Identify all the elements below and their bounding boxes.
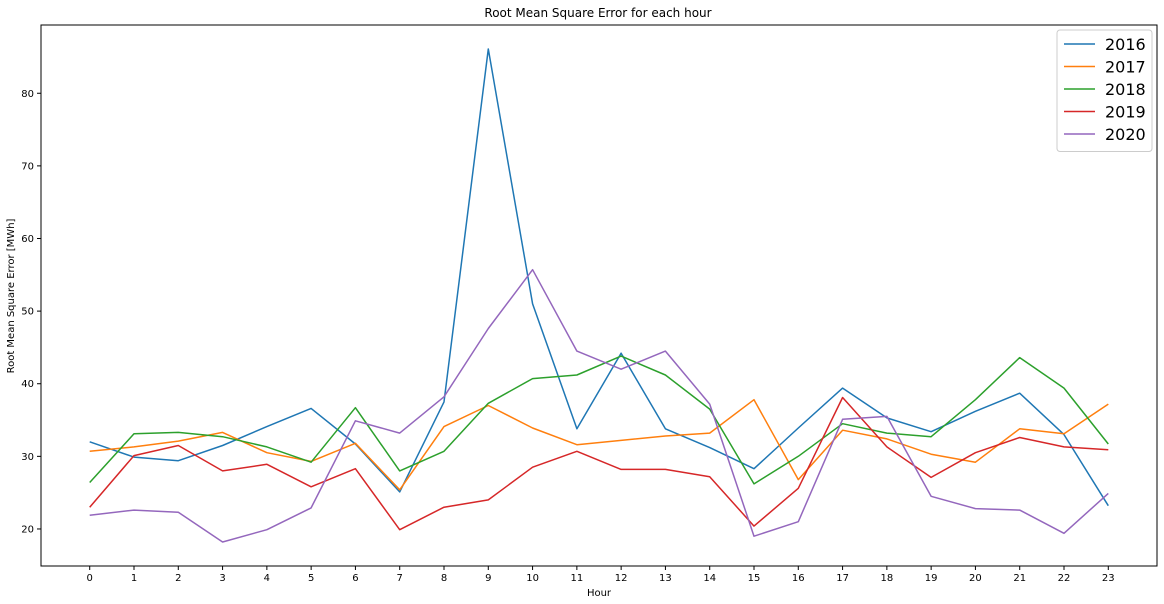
x-tick-label: 3	[219, 573, 225, 584]
x-tick-label: 15	[748, 573, 761, 584]
x-tick-label: 7	[397, 573, 403, 584]
y-tick-label: 40	[21, 379, 34, 390]
x-tick-label: 4	[264, 573, 270, 584]
legend-label-2017: 2017	[1105, 58, 1146, 77]
y-tick-label: 70	[21, 161, 34, 172]
y-tick-label: 80	[21, 89, 34, 100]
series-line-2018	[89, 355, 1109, 485]
legend-label-2016: 2016	[1105, 35, 1146, 54]
x-tick-label: 1	[131, 573, 137, 584]
x-tick-label: 5	[308, 573, 314, 584]
y-tick-label: 60	[21, 234, 34, 245]
legend-label-2020: 2020	[1105, 125, 1146, 144]
x-tick-label: 0	[87, 573, 93, 584]
y-tick-label: 50	[21, 307, 34, 318]
x-tick-label: 16	[792, 573, 805, 584]
x-tick-label: 14	[703, 573, 716, 584]
x-tick-label: 23	[1102, 573, 1115, 584]
x-axis: 0 1 2 3 4 5 6 7 8 9 10 11 12 13 14 15 16 17 18 19 20 21 22 23	[87, 566, 1115, 584]
x-tick-label: 19	[925, 573, 938, 584]
axes-layer	[40, 24, 1158, 567]
y-tick-label: 20	[21, 524, 34, 535]
y-tick-label: 30	[21, 452, 34, 463]
y-axis: 20 30 40 50 60 70 80	[21, 89, 41, 535]
x-tick-label: 13	[659, 573, 672, 584]
plot-frame	[40, 24, 1158, 567]
x-tick-label: 8	[441, 573, 447, 584]
x-tick-label: 21	[1013, 573, 1026, 584]
legend-label-2018: 2018	[1105, 80, 1146, 99]
legend-box	[1056, 29, 1153, 152]
y-axis-label: Root Mean Square Error [MWh]	[6, 218, 17, 373]
series-layer	[89, 48, 1109, 543]
x-axis-label: Hour	[587, 588, 612, 599]
x-tick-label: 2	[175, 573, 181, 584]
x-tick-label: 22	[1058, 573, 1071, 584]
x-tick-label: 9	[485, 573, 491, 584]
x-tick-label: 20	[969, 573, 982, 584]
x-tick-label: 6	[352, 573, 358, 584]
series-line-2016	[89, 48, 1109, 507]
legend: 2016 2017 2018 2019 2020	[1056, 29, 1153, 152]
x-tick-label: 11	[570, 573, 583, 584]
x-tick-label: 17	[836, 573, 849, 584]
series-line-2020	[89, 268, 1109, 543]
series-line-2019	[89, 396, 1109, 531]
series-line-2017	[89, 398, 1109, 491]
x-tick-label: 12	[615, 573, 628, 584]
chart-title: Root Mean Square Error for each hour	[484, 6, 711, 20]
x-tick-label: 18	[880, 573, 893, 584]
legend-label-2019: 2019	[1105, 103, 1146, 122]
x-tick-label: 10	[526, 573, 539, 584]
